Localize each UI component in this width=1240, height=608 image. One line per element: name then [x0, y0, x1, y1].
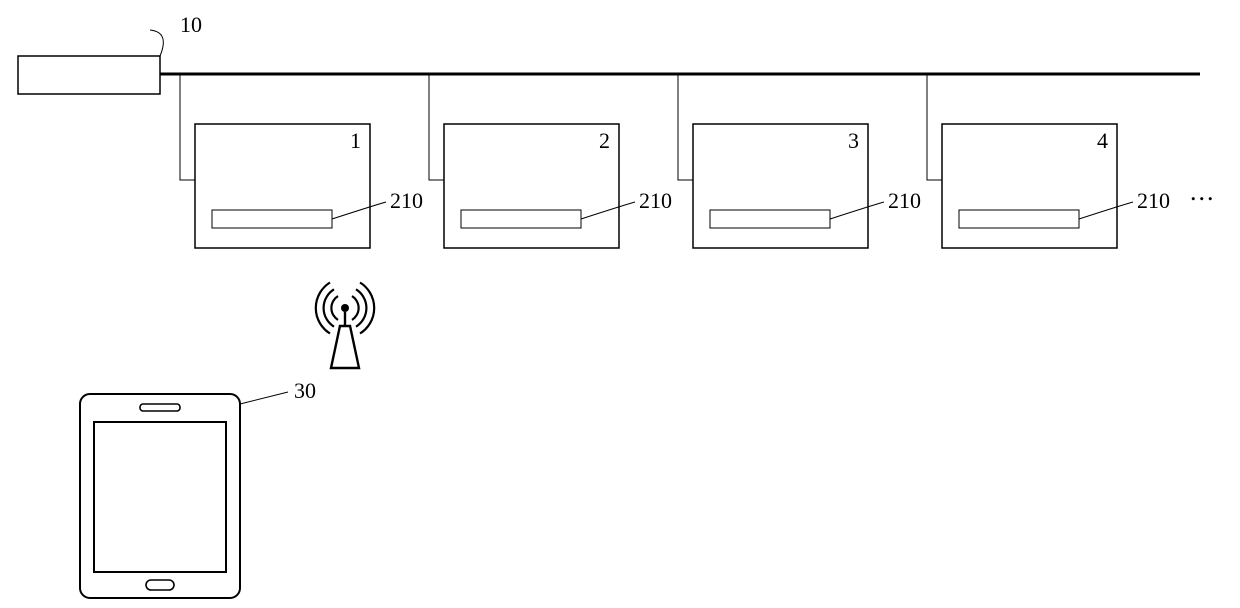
- antenna-dot: [341, 304, 349, 312]
- unit-drop-3: [678, 74, 693, 180]
- unit-box-3: [693, 124, 868, 248]
- controller-leader: [150, 30, 163, 56]
- unit-inner-ref-3: 210: [888, 188, 921, 213]
- controller-box: [18, 56, 160, 94]
- antenna-arc-r0: [352, 296, 359, 320]
- tablet: [80, 392, 288, 598]
- unit-inner-ref-4: 210: [1137, 188, 1170, 213]
- unit-id-1: 1: [350, 128, 361, 153]
- unit-box-4: [942, 124, 1117, 248]
- unit-inner-2: [461, 210, 581, 228]
- unit-id-2: 2: [599, 128, 610, 153]
- unit-id-4: 4: [1097, 128, 1108, 153]
- unit-drop-4: [927, 74, 942, 180]
- unit-box-2: [444, 124, 619, 248]
- unit-inner-leader-2: [581, 202, 635, 219]
- unit-inner-3: [710, 210, 830, 228]
- tablet-outer: [80, 394, 240, 598]
- unit-id-3: 3: [848, 128, 859, 153]
- antenna-tower: [331, 326, 359, 368]
- unit-inner-leader-1: [332, 202, 386, 219]
- unit-inner-ref-2: 210: [639, 188, 672, 213]
- antenna-arc-l0: [331, 296, 338, 320]
- unit-inner-ref-1: 210: [390, 188, 423, 213]
- tablet-screen: [94, 422, 226, 572]
- tablet-home: [146, 580, 174, 590]
- tablet-speaker: [140, 404, 180, 411]
- tablet-leader: [240, 392, 288, 404]
- unit-drop-1: [180, 74, 195, 180]
- unit-inner-leader-4: [1079, 202, 1133, 219]
- unit-box-1: [195, 124, 370, 248]
- unit-inner-leader-3: [830, 202, 884, 219]
- unit-drop-2: [429, 74, 444, 180]
- controller-ref: 10: [180, 12, 202, 37]
- unit-inner-4: [959, 210, 1079, 228]
- ellipsis: ...: [1190, 177, 1216, 206]
- antenna: [316, 283, 374, 369]
- unit-inner-1: [212, 210, 332, 228]
- tablet-ref: 30: [294, 378, 316, 403]
